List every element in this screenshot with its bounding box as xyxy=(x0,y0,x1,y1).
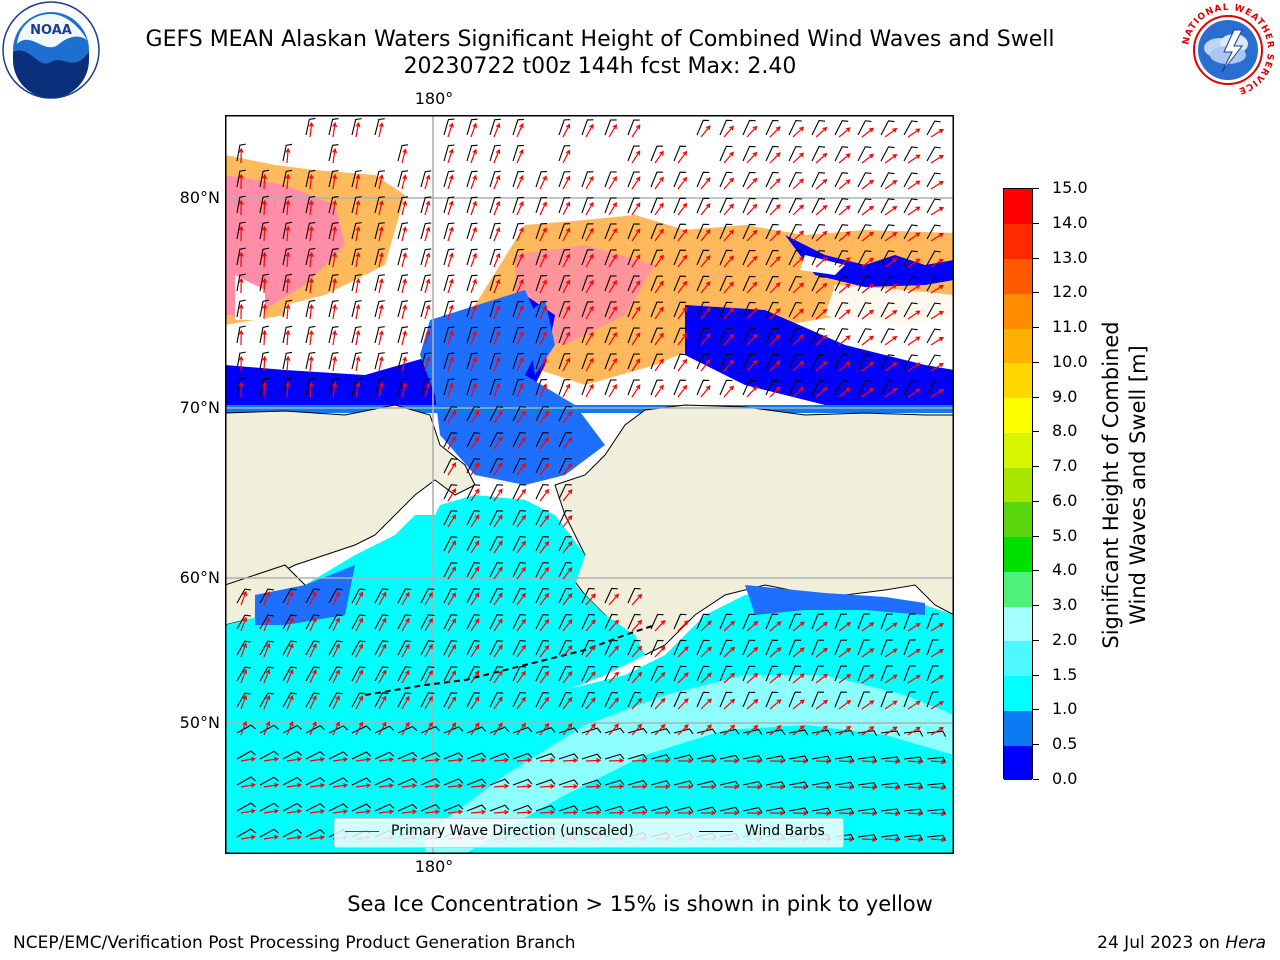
lon-label-bottom: 180° xyxy=(394,857,474,877)
colorbar-tick-label: 1.0 xyxy=(1052,700,1077,718)
colorbar-tick xyxy=(1033,640,1039,641)
colorbar-segment xyxy=(1004,502,1032,537)
colorbar-segment xyxy=(1004,676,1032,711)
colorbar-segment xyxy=(1004,745,1032,780)
colorbar-tick xyxy=(1033,362,1039,363)
colorbar-tick-label: 3.0 xyxy=(1052,596,1077,614)
colorbar-tick xyxy=(1033,709,1039,710)
map-panel xyxy=(225,115,954,854)
colorbar-segment xyxy=(1004,259,1032,294)
lat-label-80: 80°N xyxy=(140,188,220,208)
colorbar-segment xyxy=(1004,537,1032,572)
colorbar-segment xyxy=(1004,189,1032,224)
colorbar-tick xyxy=(1033,292,1039,293)
colorbar-segment xyxy=(1004,224,1032,259)
legend-wind-label: Wind Barbs xyxy=(745,823,825,839)
map-legend: Primary Wave Direction (unscaled) Wind B… xyxy=(334,818,844,848)
footer-date-text: 24 Jul 2023 on xyxy=(1097,933,1220,953)
lat-label-60: 60°N xyxy=(140,568,220,588)
colorbar-segment xyxy=(1004,710,1032,745)
colorbar-segment xyxy=(1004,606,1032,641)
colorbar-tick-label: 10.0 xyxy=(1052,353,1088,371)
colorbar-tick xyxy=(1033,223,1039,224)
colorbar-tick-label: 8.0 xyxy=(1052,422,1077,440)
colorbar-title: Significant Height of Combined Wind Wave… xyxy=(1098,235,1158,735)
colorbar-segment xyxy=(1004,363,1032,398)
colorbar-tick xyxy=(1033,675,1039,676)
colorbar-tick-label: 0.5 xyxy=(1052,735,1077,753)
colorbar-segment xyxy=(1004,328,1032,363)
legend-wind-swatch xyxy=(699,831,733,832)
footer-date: 24 Jul 2023 on Hera xyxy=(1097,933,1266,953)
colorbar-segment xyxy=(1004,571,1032,606)
colorbar-tick xyxy=(1033,188,1039,189)
legend-item-wave: Primary Wave Direction (unscaled) xyxy=(345,823,634,839)
colorbar-tick-label: 0.0 xyxy=(1052,770,1077,788)
colorbar-segment xyxy=(1004,293,1032,328)
colorbar-tick xyxy=(1033,779,1039,780)
colorbar-tick-label: 12.0 xyxy=(1052,283,1088,301)
map-svg xyxy=(225,115,954,854)
legend-item-wind: Wind Barbs xyxy=(699,823,825,839)
colorbar-title-line2: Wind Waves and Swell [m] xyxy=(1125,235,1152,735)
lon-label-top: 180° xyxy=(394,89,474,109)
colorbar-segment xyxy=(1004,432,1032,467)
colorbar-tick-label: 15.0 xyxy=(1052,179,1088,197)
figure-subtitle: 20230722 t00z 144h fcst Max: 2.40 xyxy=(0,54,1250,80)
colorbar xyxy=(1003,188,1033,779)
colorbar-tick xyxy=(1033,744,1039,745)
colorbar-tick xyxy=(1033,397,1039,398)
colorbar-tick xyxy=(1033,431,1039,432)
colorbar-tick xyxy=(1033,536,1039,537)
colorbar-tick-label: 1.5 xyxy=(1052,666,1077,684)
colorbar-segment xyxy=(1004,641,1032,676)
sea-ice-caption: Sea Ice Concentration > 15% is shown in … xyxy=(0,891,1280,917)
colorbar-tick-label: 14.0 xyxy=(1052,214,1088,232)
lat-label-70: 70°N xyxy=(140,398,220,418)
colorbar-tick xyxy=(1033,258,1039,259)
legend-wave-swatch xyxy=(345,831,379,832)
legend-wave-label: Primary Wave Direction (unscaled) xyxy=(391,823,634,839)
colorbar-segment xyxy=(1004,398,1032,433)
colorbar-tick xyxy=(1033,605,1039,606)
colorbar-tick-label: 13.0 xyxy=(1052,249,1088,267)
footer-credit: NCEP/EMC/Verification Post Processing Pr… xyxy=(13,933,576,953)
colorbar-tick xyxy=(1033,466,1039,467)
colorbar-tick xyxy=(1033,327,1039,328)
colorbar-title-line1: Significant Height of Combined xyxy=(1098,235,1125,735)
lat-label-50: 50°N xyxy=(140,713,220,733)
colorbar-tick-label: 11.0 xyxy=(1052,318,1088,336)
colorbar-tick xyxy=(1033,501,1039,502)
colorbar-tick-label: 6.0 xyxy=(1052,492,1077,510)
colorbar-tick-label: 5.0 xyxy=(1052,527,1077,545)
colorbar-tick-label: 9.0 xyxy=(1052,388,1077,406)
figure-title: GEFS MEAN Alaskan Waters Significant Hei… xyxy=(0,27,1250,53)
colorbar-tick-label: 2.0 xyxy=(1052,631,1077,649)
colorbar-tick-label: 4.0 xyxy=(1052,561,1077,579)
colorbar-tick xyxy=(1033,570,1039,571)
colorbar-segment xyxy=(1004,467,1032,502)
colorbar-tick-label: 7.0 xyxy=(1052,457,1077,475)
footer-machine: Hera xyxy=(1225,933,1266,953)
